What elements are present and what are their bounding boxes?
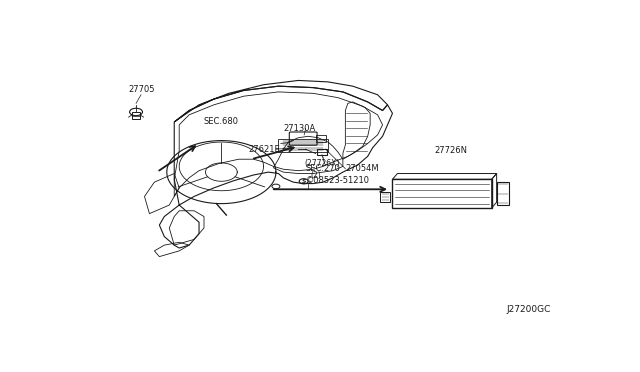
Text: J27200GC: J27200GC xyxy=(507,305,551,314)
Text: (2): (2) xyxy=(310,171,321,180)
Text: ©08523-51210: ©08523-51210 xyxy=(306,176,370,185)
Text: SEC.680: SEC.680 xyxy=(203,118,238,126)
Text: (27726X): (27726X) xyxy=(304,159,340,168)
Text: 27130A: 27130A xyxy=(284,124,316,133)
Text: 27726N: 27726N xyxy=(435,146,468,155)
Bar xyxy=(317,149,327,155)
Text: 27054M: 27054M xyxy=(346,164,379,173)
Bar xyxy=(380,192,390,202)
Text: 27621E: 27621E xyxy=(249,145,280,154)
Text: S: S xyxy=(301,179,306,184)
Text: 27705: 27705 xyxy=(129,84,155,93)
Bar xyxy=(316,135,326,142)
Text: SEC.270: SEC.270 xyxy=(306,164,340,173)
Bar xyxy=(132,112,140,119)
